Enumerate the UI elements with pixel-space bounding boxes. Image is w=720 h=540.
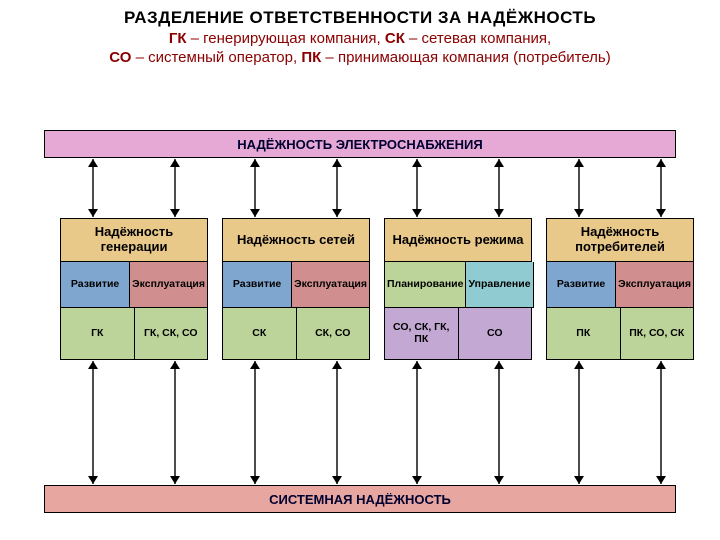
- column-3: Надёжность потребителейРазвитиеЭксплуата…: [546, 218, 694, 360]
- legend-so-text: – системный оператор,: [131, 49, 301, 66]
- sub-cell: Эксплуатация: [292, 262, 370, 308]
- sub-cell: Эксплуатация: [130, 262, 208, 308]
- legend-pk-abbrev: ПК: [301, 49, 321, 66]
- legend-sk-abbrev: СК: [385, 30, 405, 47]
- sub-cell: Развитие: [60, 262, 130, 308]
- entity-cell: СО, СК, ГК, ПК: [384, 308, 459, 360]
- entity-cell: ГК, СК, СО: [135, 308, 209, 360]
- entity-cell: ПК, СО, СК: [621, 308, 695, 360]
- legend-gk-text: – генерирующая компания,: [186, 30, 384, 47]
- sub-cell: Планирование: [384, 262, 466, 308]
- bottom-bar: СИСТЕМНАЯ НАДЁЖНОСТЬ: [44, 485, 676, 513]
- legend-pk-text: – принимающая компания (потребитель): [321, 49, 610, 66]
- legend-gk-abbrev: ГК: [169, 30, 187, 47]
- column-header: Надёжность генерации: [60, 218, 208, 262]
- entity-cell: СК, СО: [297, 308, 371, 360]
- column-2: Надёжность режимаПланированиеУправлениеС…: [384, 218, 532, 360]
- sub-cell: Эксплуатация: [616, 262, 694, 308]
- column-1: Надёжность сетейРазвитиеЭксплуатацияСКСК…: [222, 218, 370, 360]
- entity-cell: СК: [222, 308, 297, 360]
- entity-cell: ГК: [60, 308, 135, 360]
- sub-cell: Развитие: [546, 262, 616, 308]
- legend-sk-text: – сетевая компания,: [405, 30, 551, 47]
- column-header: Надёжность потребителей: [546, 218, 694, 262]
- page-title: РАЗДЕЛЕНИЕ ОТВЕТСТВЕННОСТИ ЗА НАДЁЖНОСТЬ: [20, 8, 700, 28]
- entity-cell: СО: [459, 308, 533, 360]
- entity-cell: ПК: [546, 308, 621, 360]
- legend-so-abbrev: СО: [109, 49, 131, 66]
- top-bar: НАДЁЖНОСТЬ ЭЛЕКТРОСНАБЖЕНИЯ: [44, 130, 676, 158]
- legend: ГК – генерирующая компания, СК – сетевая…: [20, 30, 700, 68]
- sub-cell: Управление: [466, 262, 533, 308]
- column-0: Надёжность генерацииРазвитиеЭксплуатация…: [60, 218, 208, 360]
- sub-cell: Развитие: [222, 262, 292, 308]
- column-header: Надёжность сетей: [222, 218, 370, 262]
- column-header: Надёжность режима: [384, 218, 532, 262]
